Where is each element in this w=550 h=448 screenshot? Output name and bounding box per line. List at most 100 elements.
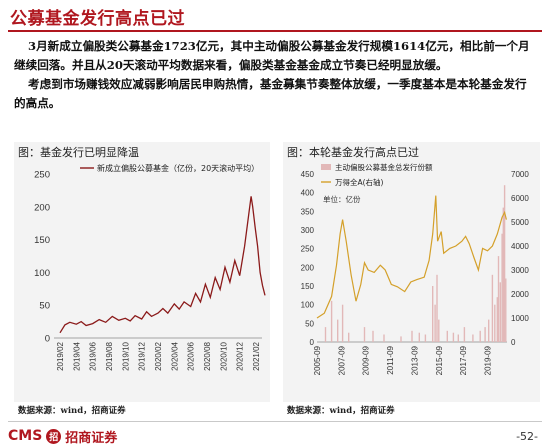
x-tick-label: 2020/12 [236, 341, 245, 370]
y-left-tick-label: 100 [301, 301, 315, 310]
series-bar [494, 304, 496, 342]
chart-right-svg: 0 50 100 150 200 250 300 350 400 450 0 1000 2000 3000… [301, 162, 530, 375]
series-bar [324, 327, 327, 342]
source-note-left: 数据来源：wind，招商证券 [18, 406, 126, 416]
x-tick-label: 2019/02 [56, 341, 65, 370]
series-bar [491, 274, 494, 342]
legend-bar-sample [321, 164, 331, 170]
logo-latin: CMS [8, 428, 43, 444]
legend-bar-label: 主动偏股公募基金总发行份额 [335, 162, 433, 172]
x-tick-label: 2020/08 [203, 341, 212, 370]
series-bar [383, 334, 385, 342]
chart-right-title: 图：本轮基金发行高点已过 [287, 146, 419, 159]
y-tick-label: 50 [39, 301, 50, 312]
paragraph-2: 考虑到市场赚钱效应减弱影响居民申购热情，基金募集节奏整体放缓，一季度基本是本轮基… [14, 77, 527, 110]
series-bar [341, 304, 344, 342]
y-left-tick-label: 200 [301, 263, 315, 272]
x-tick-label: 2020/04 [170, 341, 179, 370]
series-bar [372, 330, 374, 342]
x-tick-label: 2021/02 [252, 341, 261, 370]
y-tick-label: 200 [34, 202, 50, 213]
legend-label: 新成立偏股公募基金（亿份，20天滚动平均） [97, 163, 259, 173]
slide-title: 公募基金发行高点已过 [10, 9, 185, 29]
chart-panel-right: 图：本轮基金发行高点已过 0 50 100 150 200 250 300 350 400 450… [283, 142, 540, 402]
series-bar [434, 304, 436, 342]
x-tick-label: 2019/10 [121, 341, 130, 370]
series-bar [418, 332, 420, 342]
footer-divider [8, 421, 542, 422]
x-tick-label: 2019-09 [484, 345, 493, 375]
x-tick-label: 2020/10 [219, 341, 228, 370]
page-number: -52- [516, 430, 538, 443]
series-bar [348, 332, 350, 342]
y-right-tick-label: 5000 [511, 218, 529, 227]
series-bar [472, 334, 474, 342]
series-line [59, 196, 266, 334]
y-left-tick-label: 0 [310, 338, 315, 347]
series-bar [457, 334, 459, 342]
y-left-tick-label: 50 [305, 319, 314, 328]
y-tick-label: 0 [45, 334, 50, 345]
body-text: 3月新成立偏股类公募基金1723亿元，其中主动偏股公募基金发行规模1614亿元，… [14, 37, 538, 113]
series-bar [424, 334, 427, 342]
series-bar [436, 274, 438, 342]
x-tick-label: 2020/02 [154, 341, 163, 370]
y-right-tick-label: 4000 [511, 242, 529, 251]
y-left-tick-label: 450 [301, 170, 315, 179]
y-tick-label: 250 [34, 170, 50, 181]
y-left-tick-label: 300 [301, 226, 315, 235]
series-bar [484, 327, 486, 342]
y-tick-label: 150 [34, 235, 50, 246]
y-left-tick-label: 250 [301, 245, 315, 254]
series-bar [497, 256, 500, 342]
series-bar [337, 319, 339, 342]
series-bar [330, 300, 333, 342]
y-right-tick-label: 2000 [511, 290, 529, 299]
x-tick-label: 2017-09 [459, 345, 468, 375]
x-tick-label: 2019/12 [138, 341, 147, 370]
chart-left-svg: 0 50 100 150 200 250 2019/02 2019/04 2019/06 2019… [34, 163, 266, 371]
y-right-tick-label: 7000 [511, 170, 529, 179]
series-bar [363, 327, 366, 342]
y-left-tick-label: 350 [301, 207, 315, 216]
y-left-tick-label: 400 [301, 189, 315, 198]
series-bar [488, 319, 490, 342]
series-bar [501, 233, 503, 342]
logo-mark-icon: 招 [46, 428, 62, 444]
x-tick-label: 2019/04 [72, 341, 81, 370]
x-tick-label: 2007-09 [337, 345, 346, 375]
series-bar [400, 336, 402, 342]
source-note-right: 数据来源：wind，招商证券 [287, 406, 395, 416]
x-tick-label: 2013-09 [410, 345, 419, 375]
series-bar [499, 282, 501, 342]
chart-left-title: 图：基金发行已明显降温 [18, 146, 139, 159]
legend-line-label: 万得全A(右轴) [335, 177, 384, 187]
y-right-tick-label: 6000 [511, 194, 529, 203]
series-bar [479, 330, 481, 342]
series-bar [446, 330, 448, 342]
y-right-tick-label: 3000 [511, 266, 529, 275]
y-left-tick-label: 150 [301, 282, 315, 291]
paragraph-1: 3月新成立偏股类公募基金1723亿元，其中主动偏股公募基金发行规模1614亿元，… [14, 39, 530, 72]
series-bar [505, 278, 507, 342]
x-tick-label: 2011-09 [386, 345, 395, 374]
series-bar [463, 327, 466, 342]
x-tick-label: 2005-09 [313, 345, 322, 375]
series-bar [502, 207, 504, 342]
y-right-tick-label: 0 [511, 338, 516, 347]
company-logo: CMS 招 招商证券 [8, 427, 118, 446]
x-tick-label: 2020/06 [187, 341, 196, 370]
chart-panel-left: 图：基金发行已明显降温 0 50 100 150 200 250 2019/02 2019/0… [14, 142, 270, 402]
series-bar [438, 319, 440, 342]
series-bar [411, 330, 413, 342]
y-tick-label: 100 [34, 268, 50, 279]
x-tick-label: 2019/06 [89, 341, 98, 370]
x-tick-label: 2009-09 [362, 345, 371, 375]
y-right-tick-label: 1000 [511, 314, 529, 323]
series-line [316, 195, 507, 319]
logo-chinese: 招商证券 [65, 430, 118, 446]
series-bar [496, 297, 498, 342]
series-bar [503, 185, 506, 342]
title-divider [8, 30, 542, 32]
x-tick-label: 2015-09 [435, 345, 444, 375]
